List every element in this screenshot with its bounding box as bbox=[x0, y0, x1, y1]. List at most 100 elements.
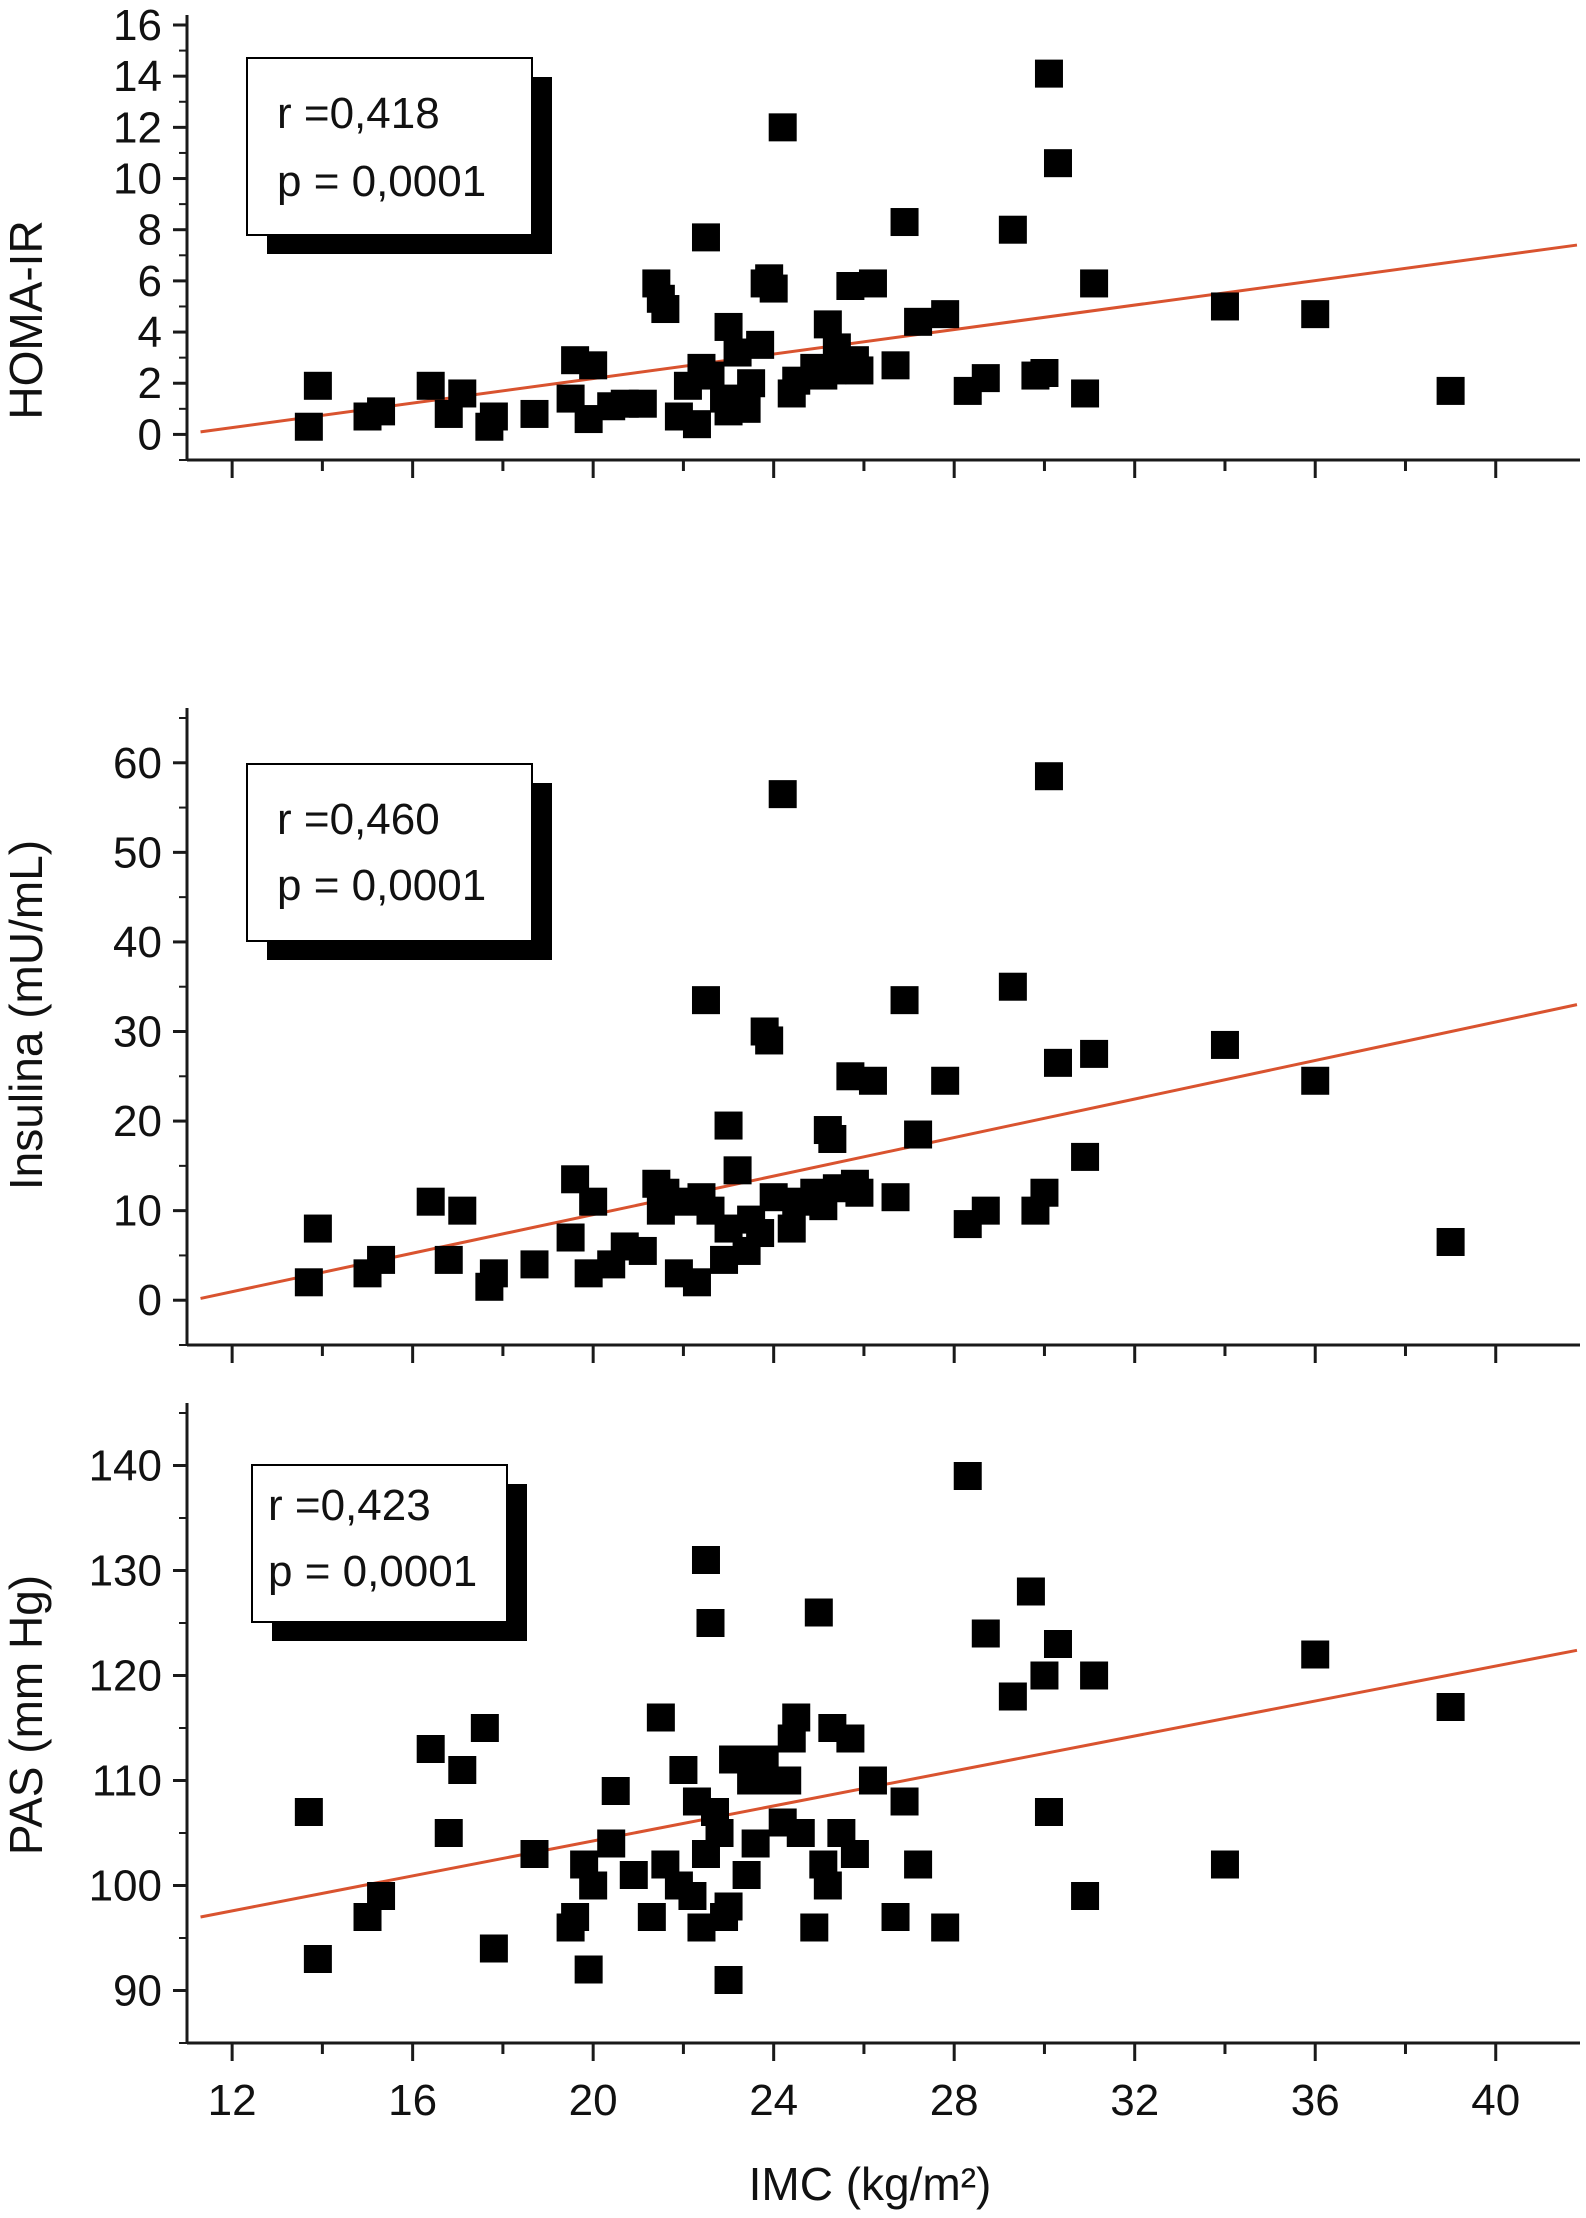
stats-r: r =0,460 bbox=[277, 795, 440, 844]
y-tick-label: 30 bbox=[113, 1008, 162, 1057]
y-tick-label: 8 bbox=[138, 206, 162, 255]
y-axis-title: HOMA-IR bbox=[0, 220, 52, 419]
data-point bbox=[434, 1245, 463, 1274]
data-point bbox=[1436, 1693, 1465, 1721]
data-point bbox=[845, 356, 874, 385]
data-point bbox=[1043, 149, 1072, 178]
y-tick-label: 10 bbox=[113, 1187, 162, 1236]
y-tick-label: 130 bbox=[89, 1547, 162, 1596]
data-point bbox=[579, 1871, 608, 1900]
data-point bbox=[1030, 1178, 1059, 1207]
data-point bbox=[881, 1903, 910, 1931]
data-point bbox=[294, 1798, 323, 1826]
data-point bbox=[1071, 1142, 1100, 1171]
x-tick-label: 24 bbox=[749, 2076, 798, 2125]
data-point bbox=[1210, 1850, 1239, 1879]
stats-box: r =0,418 p = 0,0001 bbox=[246, 57, 552, 254]
data-point bbox=[904, 1850, 933, 1879]
data-point bbox=[1210, 1030, 1239, 1059]
stats-p: p = 0,0001 bbox=[277, 861, 486, 910]
data-point bbox=[971, 1619, 1000, 1648]
x-tick-label: 28 bbox=[930, 2076, 979, 2125]
data-point bbox=[1301, 300, 1330, 329]
data-point bbox=[971, 364, 1000, 393]
data-point bbox=[759, 274, 788, 303]
data-point bbox=[741, 1829, 770, 1858]
data-point bbox=[1030, 359, 1059, 387]
trend-line bbox=[200, 1003, 1578, 1300]
data-point bbox=[303, 1214, 332, 1243]
data-point bbox=[1436, 376, 1465, 405]
data-point bbox=[714, 1892, 743, 1921]
y-axis-title: Insulina (mU/mL) bbox=[0, 840, 52, 1190]
y-tick-label: 10 bbox=[113, 155, 162, 204]
x-tick-labels: 12 16 20 24 28 32 36 40 bbox=[208, 2076, 1521, 2125]
data-point bbox=[773, 1766, 802, 1795]
data-point bbox=[813, 1871, 842, 1900]
data-point bbox=[520, 1250, 549, 1279]
x-tick-label: 32 bbox=[1110, 2076, 1159, 2125]
data-point bbox=[434, 1819, 463, 1847]
stats-box-frame bbox=[246, 57, 533, 236]
data-point bbox=[696, 1609, 725, 1637]
y-tick-label: 0 bbox=[138, 410, 162, 459]
data-point bbox=[804, 1598, 833, 1627]
y-tick-label: 50 bbox=[113, 828, 162, 877]
data-point bbox=[737, 369, 766, 398]
data-point bbox=[998, 972, 1027, 1001]
data-point bbox=[1080, 269, 1109, 298]
y-tick-label: 14 bbox=[113, 52, 162, 101]
y-tick-label: 4 bbox=[138, 308, 162, 357]
data-point bbox=[579, 351, 608, 380]
data-point bbox=[746, 1219, 775, 1248]
data-point bbox=[628, 1236, 657, 1265]
data-point bbox=[601, 1777, 630, 1805]
data-point bbox=[416, 1187, 445, 1216]
data-point bbox=[479, 402, 508, 431]
data-point bbox=[303, 371, 332, 400]
data-point bbox=[836, 1724, 865, 1753]
data-point bbox=[574, 1955, 603, 1984]
data-point bbox=[448, 1196, 477, 1225]
data-point bbox=[448, 1756, 477, 1784]
x-axis-title: IMC (kg/m²) bbox=[749, 2158, 992, 2210]
y-tick-label: 6 bbox=[138, 257, 162, 306]
data-point bbox=[303, 1945, 332, 1973]
points-layer bbox=[294, 1462, 1465, 1994]
data-point bbox=[953, 1462, 982, 1490]
data-point bbox=[367, 1245, 396, 1274]
stats-r: r =0,418 bbox=[277, 89, 440, 138]
data-point bbox=[691, 986, 720, 1015]
data-point bbox=[628, 389, 657, 418]
data-point bbox=[1034, 1798, 1063, 1826]
data-point bbox=[520, 399, 549, 428]
data-point bbox=[579, 1187, 608, 1216]
data-point bbox=[1301, 1066, 1330, 1095]
data-point bbox=[714, 1966, 743, 1994]
data-point bbox=[782, 1703, 811, 1732]
data-point bbox=[931, 1913, 960, 1942]
data-point bbox=[1030, 1661, 1059, 1690]
data-point bbox=[682, 1268, 711, 1297]
data-point bbox=[1210, 292, 1239, 321]
stats-p: p = 0,0001 bbox=[277, 157, 486, 206]
panel-pas: 90 100 110 120 130 140 r =0,423 p = 0,0001 PA… bbox=[0, 1403, 1580, 2061]
data-point bbox=[755, 1026, 784, 1055]
trend-line-layer bbox=[200, 243, 1578, 434]
data-point bbox=[416, 1735, 445, 1763]
x-tick-label: 16 bbox=[388, 2076, 437, 2125]
x-tick-label: 20 bbox=[569, 2076, 618, 2125]
stats-box-frame bbox=[251, 1464, 508, 1623]
data-point bbox=[520, 1840, 549, 1868]
y-tick-label: 0 bbox=[138, 1276, 162, 1325]
points-layer bbox=[294, 762, 1465, 1301]
data-point bbox=[637, 1903, 666, 1931]
data-point bbox=[691, 1546, 720, 1574]
data-point bbox=[732, 1861, 761, 1889]
stats-box: r =0,423 p = 0,0001 bbox=[251, 1464, 527, 1641]
y-tick-label: 20 bbox=[113, 1097, 162, 1146]
panel-insulina: 0 10 20 30 40 50 60 r =0,460 p = 0,0001 Insuli… bbox=[0, 708, 1580, 1363]
data-point bbox=[691, 223, 720, 252]
data-point bbox=[786, 1819, 815, 1847]
data-point bbox=[448, 379, 477, 408]
